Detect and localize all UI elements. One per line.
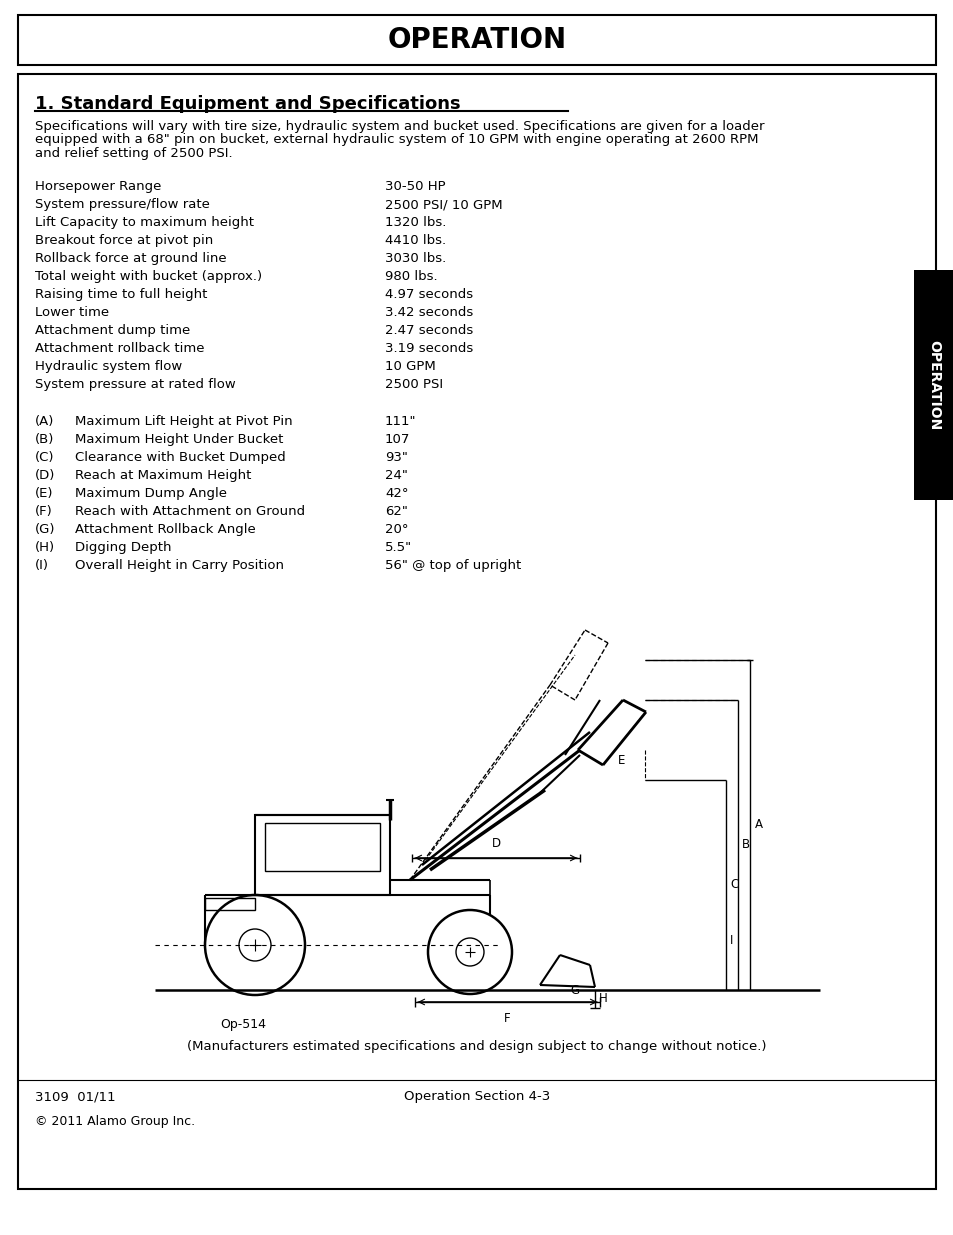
Bar: [913, 270, 953, 500]
Text: (E): (E): [35, 487, 53, 500]
Text: 5.5": 5.5": [385, 541, 412, 555]
Text: 107: 107: [385, 433, 410, 446]
Text: Reach with Attachment on Ground: Reach with Attachment on Ground: [75, 505, 305, 517]
Text: Maximum Dump Angle: Maximum Dump Angle: [75, 487, 227, 500]
Text: 3030 lbs.: 3030 lbs.: [385, 252, 446, 266]
Text: F: F: [503, 1011, 510, 1025]
Text: (G): (G): [35, 522, 55, 536]
Text: System pressure/flow rate: System pressure/flow rate: [35, 198, 210, 211]
Text: (F): (F): [35, 505, 52, 517]
Text: System pressure at rated flow: System pressure at rated flow: [35, 378, 235, 391]
Text: (H): (H): [35, 541, 55, 555]
Text: 20°: 20°: [385, 522, 408, 536]
Text: 111": 111": [385, 415, 416, 429]
Text: A: A: [754, 819, 762, 831]
Text: and relief setting of 2500 PSI.: and relief setting of 2500 PSI.: [35, 147, 233, 161]
Text: G: G: [569, 983, 578, 997]
Text: C: C: [729, 878, 738, 892]
Text: H: H: [598, 992, 607, 1004]
Bar: [205, 898, 254, 910]
Text: 10 GPM: 10 GPM: [385, 359, 436, 373]
Text: Horsepower Range: Horsepower Range: [35, 180, 161, 193]
Text: 56" @ top of upright: 56" @ top of upright: [385, 559, 520, 572]
Text: Raising time to full height: Raising time to full height: [35, 288, 207, 301]
Text: 42°: 42°: [385, 487, 408, 500]
Text: D: D: [491, 837, 500, 850]
Text: 2500 PSI: 2500 PSI: [385, 378, 442, 391]
Text: 30-50 HP: 30-50 HP: [385, 180, 445, 193]
Text: Reach at Maximum Height: Reach at Maximum Height: [75, 469, 251, 482]
Text: Overall Height in Carry Position: Overall Height in Carry Position: [75, 559, 284, 572]
Text: 2.47 seconds: 2.47 seconds: [385, 324, 473, 337]
Text: Attachment Rollback Angle: Attachment Rollback Angle: [75, 522, 255, 536]
Text: Breakout force at pivot pin: Breakout force at pivot pin: [35, 233, 213, 247]
Bar: [254, 815, 390, 895]
Text: (C): (C): [35, 451, 54, 464]
Text: E: E: [618, 753, 625, 767]
Text: Maximum Lift Height at Pivot Pin: Maximum Lift Height at Pivot Pin: [75, 415, 293, 429]
Text: 93": 93": [385, 451, 408, 464]
Text: 3.42 seconds: 3.42 seconds: [385, 306, 473, 319]
Text: Operation Section 4-3: Operation Section 4-3: [403, 1091, 550, 1103]
Text: equipped with a 68" pin on bucket, external hydraulic system of 10 GPM with engi: equipped with a 68" pin on bucket, exter…: [35, 133, 758, 147]
Text: 1. Standard Equipment and Specifications: 1. Standard Equipment and Specifications: [35, 95, 460, 112]
Text: (B): (B): [35, 433, 54, 446]
Text: Total weight with bucket (approx.): Total weight with bucket (approx.): [35, 270, 262, 283]
Text: (A): (A): [35, 415, 54, 429]
Bar: [18, 15, 935, 65]
Text: 1320 lbs.: 1320 lbs.: [385, 216, 446, 228]
Text: Lower time: Lower time: [35, 306, 109, 319]
Text: OPERATION: OPERATION: [387, 26, 566, 54]
Text: (D): (D): [35, 469, 55, 482]
Text: Specifications will vary with tire size, hydraulic system and bucket used. Speci: Specifications will vary with tire size,…: [35, 120, 763, 133]
Text: Lift Capacity to maximum height: Lift Capacity to maximum height: [35, 216, 253, 228]
Text: I: I: [729, 934, 733, 946]
Text: 24": 24": [385, 469, 408, 482]
Text: OPERATION: OPERATION: [926, 340, 940, 430]
Text: (I): (I): [35, 559, 49, 572]
Text: Hydraulic system flow: Hydraulic system flow: [35, 359, 182, 373]
Text: Rollback force at ground line: Rollback force at ground line: [35, 252, 227, 266]
Text: 3109  01/11: 3109 01/11: [35, 1091, 115, 1103]
Text: Maximum Height Under Bucket: Maximum Height Under Bucket: [75, 433, 283, 446]
Text: 4.97 seconds: 4.97 seconds: [385, 288, 473, 301]
Text: 62": 62": [385, 505, 408, 517]
Text: (Manufacturers estimated specifications and design subject to change without not: (Manufacturers estimated specifications …: [187, 1040, 766, 1053]
Text: Attachment dump time: Attachment dump time: [35, 324, 190, 337]
Text: © 2011 Alamo Group Inc.: © 2011 Alamo Group Inc.: [35, 1115, 195, 1128]
Text: Clearance with Bucket Dumped: Clearance with Bucket Dumped: [75, 451, 286, 464]
Text: 3.19 seconds: 3.19 seconds: [385, 342, 473, 354]
Text: 980 lbs.: 980 lbs.: [385, 270, 437, 283]
Text: 4410 lbs.: 4410 lbs.: [385, 233, 446, 247]
Text: B: B: [741, 839, 749, 851]
Text: 2500 PSI/ 10 GPM: 2500 PSI/ 10 GPM: [385, 198, 502, 211]
Text: Op-514: Op-514: [220, 1018, 266, 1031]
Bar: [265, 823, 379, 871]
Text: Digging Depth: Digging Depth: [75, 541, 172, 555]
Text: Attachment rollback time: Attachment rollback time: [35, 342, 204, 354]
